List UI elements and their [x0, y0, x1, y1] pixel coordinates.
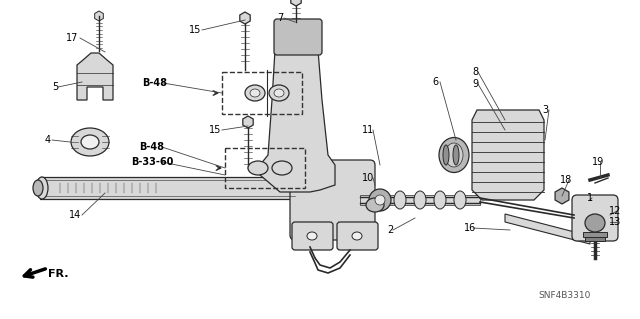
Ellipse shape: [443, 145, 449, 165]
Ellipse shape: [585, 214, 605, 232]
Text: B-33-60: B-33-60: [131, 157, 173, 167]
Ellipse shape: [272, 161, 292, 175]
Text: 3: 3: [542, 105, 548, 115]
Ellipse shape: [36, 177, 48, 199]
Text: 15: 15: [189, 25, 201, 35]
Ellipse shape: [245, 85, 265, 101]
Text: FR.: FR.: [48, 269, 68, 279]
Ellipse shape: [454, 191, 466, 209]
Ellipse shape: [248, 161, 268, 175]
FancyBboxPatch shape: [292, 222, 333, 250]
Text: 19: 19: [592, 157, 604, 167]
Text: 7: 7: [277, 13, 283, 23]
Bar: [225, 148, 305, 188]
Ellipse shape: [269, 85, 289, 101]
FancyBboxPatch shape: [337, 222, 378, 250]
Ellipse shape: [250, 89, 260, 97]
FancyBboxPatch shape: [274, 19, 322, 55]
Ellipse shape: [445, 143, 463, 167]
Bar: [222, 72, 302, 114]
FancyBboxPatch shape: [290, 160, 375, 240]
Ellipse shape: [81, 135, 99, 149]
Text: B-48: B-48: [140, 142, 164, 152]
Text: 15: 15: [209, 125, 221, 135]
Text: 9: 9: [472, 79, 478, 89]
Ellipse shape: [439, 137, 469, 173]
FancyBboxPatch shape: [572, 195, 618, 241]
Polygon shape: [95, 11, 103, 21]
Text: B-48: B-48: [143, 78, 168, 88]
Ellipse shape: [453, 145, 459, 165]
Ellipse shape: [307, 232, 317, 240]
Polygon shape: [505, 214, 590, 244]
Ellipse shape: [414, 191, 426, 209]
Text: 2: 2: [387, 225, 393, 235]
Text: SNF4B3310: SNF4B3310: [539, 291, 591, 300]
Ellipse shape: [366, 198, 384, 212]
Text: 10: 10: [362, 173, 374, 183]
Text: 16: 16: [464, 223, 476, 233]
Bar: [583, 232, 607, 237]
Ellipse shape: [434, 191, 446, 209]
Text: 18: 18: [560, 175, 572, 185]
Ellipse shape: [71, 128, 109, 156]
Ellipse shape: [33, 180, 43, 196]
Text: 8: 8: [472, 67, 478, 77]
Text: 4: 4: [45, 135, 51, 145]
Text: 17: 17: [66, 33, 78, 43]
Ellipse shape: [352, 232, 362, 240]
Polygon shape: [77, 53, 113, 100]
Text: 5: 5: [52, 82, 58, 92]
Text: 1: 1: [587, 193, 593, 203]
Polygon shape: [472, 110, 544, 200]
Bar: [40, 177, 295, 199]
Text: 11: 11: [362, 125, 374, 135]
Ellipse shape: [369, 189, 391, 211]
Text: 6: 6: [432, 77, 438, 87]
Polygon shape: [360, 195, 480, 205]
Text: 12: 12: [609, 206, 621, 216]
Bar: [585, 237, 605, 241]
Ellipse shape: [394, 191, 406, 209]
Polygon shape: [260, 25, 335, 192]
Text: 14: 14: [69, 210, 81, 220]
Ellipse shape: [375, 195, 385, 205]
Text: 13: 13: [609, 217, 621, 227]
Ellipse shape: [274, 89, 284, 97]
